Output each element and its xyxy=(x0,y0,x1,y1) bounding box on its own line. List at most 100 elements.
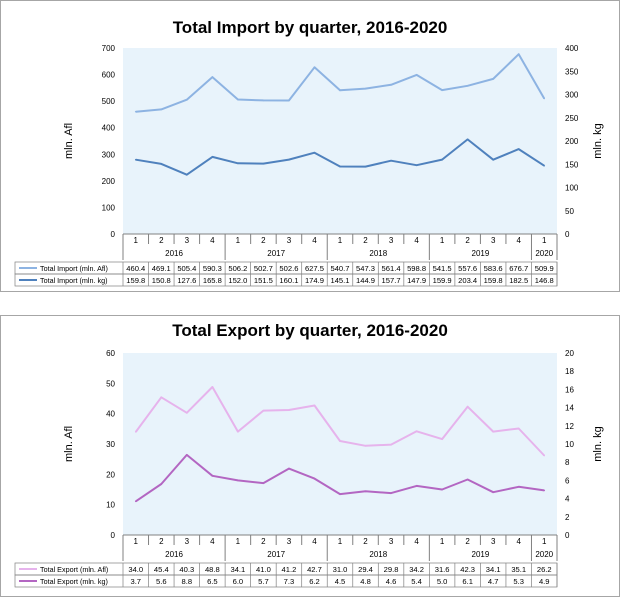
export-data-point xyxy=(517,485,520,488)
export-quarter-label: 4 xyxy=(516,537,521,546)
import-table-value: 509.9 xyxy=(535,264,554,273)
import-data-point xyxy=(134,158,137,161)
import-data-point xyxy=(492,78,494,80)
import-table-value: 159.8 xyxy=(484,276,503,285)
export-y-axis-label: mln. Afl xyxy=(63,426,75,462)
export-data-point xyxy=(211,386,214,388)
import-table-value: 598.8 xyxy=(407,264,426,273)
import-data-point xyxy=(543,164,546,167)
export-y2-tick-label: 12 xyxy=(565,422,574,431)
export-data-point xyxy=(441,438,443,440)
import-table-value: 157.7 xyxy=(382,276,401,285)
import-data-point xyxy=(466,138,469,141)
import-quarter-label: 1 xyxy=(236,236,241,245)
export-y2-tick-label: 18 xyxy=(565,367,574,376)
import-quarter-label: 1 xyxy=(542,236,547,245)
export-year-label: 2016 xyxy=(165,550,183,559)
import-data-point xyxy=(160,108,163,111)
export-table-value: 5.3 xyxy=(513,577,524,586)
export-data-point xyxy=(517,427,520,430)
import-y-tick-label: 500 xyxy=(102,97,116,106)
import-year-label: 2019 xyxy=(472,249,490,258)
export-y2-tick-label: 4 xyxy=(565,495,570,504)
export-table-value: 6.2 xyxy=(309,577,320,586)
export-data-point xyxy=(211,475,214,477)
import-table-value: 561.4 xyxy=(382,264,401,273)
export-y2-tick-label: 16 xyxy=(565,385,574,394)
import-y2-tick-label: 150 xyxy=(565,160,579,169)
export-table-value: 5.7 xyxy=(258,577,269,586)
import-table-value: 460.4 xyxy=(126,264,145,273)
export-y-tick-label: 60 xyxy=(106,349,115,358)
import-chart-panel: Total Import by quarter, 2016-2020 mln. A… xyxy=(0,0,620,292)
export-table-value: 6.5 xyxy=(207,577,218,586)
import-data-point xyxy=(466,85,469,87)
export-table-value: 42.3 xyxy=(460,565,475,574)
import-data-point xyxy=(186,98,188,101)
import-data-point xyxy=(517,148,520,150)
export-legend-label: Total Export (mln. kg) xyxy=(40,577,108,586)
import-quarter-label: 4 xyxy=(210,236,215,245)
export-table-value: 5.6 xyxy=(156,577,167,586)
import-table-value: 505.4 xyxy=(177,264,196,273)
export-data-point xyxy=(543,489,546,492)
import-quarter-label: 1 xyxy=(134,236,139,245)
import-data-point xyxy=(288,99,290,102)
export-table-value: 31.0 xyxy=(333,565,348,574)
import-legend-label: Total Import (mln. Afl) xyxy=(40,264,108,273)
import-y2-tick-label: 0 xyxy=(565,230,570,239)
export-table-value: 34.1 xyxy=(486,565,501,574)
import-table-value: 203.4 xyxy=(458,276,477,285)
import-table-value: 469.1 xyxy=(152,264,171,273)
export-data-point xyxy=(466,478,469,481)
import-data-point xyxy=(288,158,290,161)
import-quarter-label: 4 xyxy=(312,236,317,245)
import-quarter-label: 1 xyxy=(338,236,343,245)
import-table-value: 152.0 xyxy=(228,276,247,285)
export-quarter-label: 4 xyxy=(210,537,215,546)
export-year-label: 2020 xyxy=(535,550,553,559)
export-y-tick-label: 20 xyxy=(106,470,115,479)
export-y2-tick-label: 6 xyxy=(565,476,570,485)
import-table-value: 583.6 xyxy=(484,264,503,273)
import-category-axis xyxy=(122,233,558,260)
export-data-point xyxy=(313,477,316,480)
import-y-tick-label: 700 xyxy=(102,44,116,53)
export-data-point xyxy=(543,454,546,457)
import-legend-label: Total Import (mln. kg) xyxy=(40,276,108,285)
export-chart-title: Total Export by quarter, 2016-2020 xyxy=(172,321,448,340)
export-table-value: 42.7 xyxy=(307,565,322,574)
export-quarter-label: 1 xyxy=(134,537,139,546)
export-table-value: 6.0 xyxy=(233,577,244,586)
import-data-point xyxy=(415,164,418,167)
import-data-point xyxy=(517,53,520,55)
export-table-value: 26.2 xyxy=(537,565,552,574)
import-quarter-label: 3 xyxy=(491,236,496,245)
export-data-point xyxy=(466,405,469,408)
export-y2-axis-label: mln. kg xyxy=(592,426,604,461)
import-table-value: 557.6 xyxy=(458,264,477,273)
export-table-value: 34.2 xyxy=(409,565,424,574)
import-y-tick-label: 400 xyxy=(102,124,116,133)
import-table-value: 502.7 xyxy=(254,264,273,273)
export-data-point xyxy=(288,467,290,470)
export-table-value: 4.7 xyxy=(488,577,499,586)
import-quarter-label: 2 xyxy=(363,236,368,245)
export-table-value: 31.6 xyxy=(435,565,450,574)
export-y2-tick-label: 20 xyxy=(565,349,574,358)
import-data-point xyxy=(262,162,265,165)
export-table-value: 29.4 xyxy=(358,565,373,574)
export-table-value: 5.4 xyxy=(411,577,422,586)
import-data-point xyxy=(364,87,367,90)
import-data-point xyxy=(211,156,214,158)
import-y2-tick-label: 200 xyxy=(565,137,579,146)
export-y-tick-label: 0 xyxy=(111,531,116,540)
import-y-tick-label: 600 xyxy=(102,71,116,80)
import-chart-title: Total Import by quarter, 2016-2020 xyxy=(173,18,448,37)
import-quarter-label: 1 xyxy=(440,236,445,245)
export-data-point xyxy=(134,500,137,503)
import-data-point xyxy=(441,89,443,91)
export-table-value: 8.8 xyxy=(182,577,193,586)
export-table-value: 7.3 xyxy=(284,577,295,586)
export-data-point xyxy=(160,396,163,399)
